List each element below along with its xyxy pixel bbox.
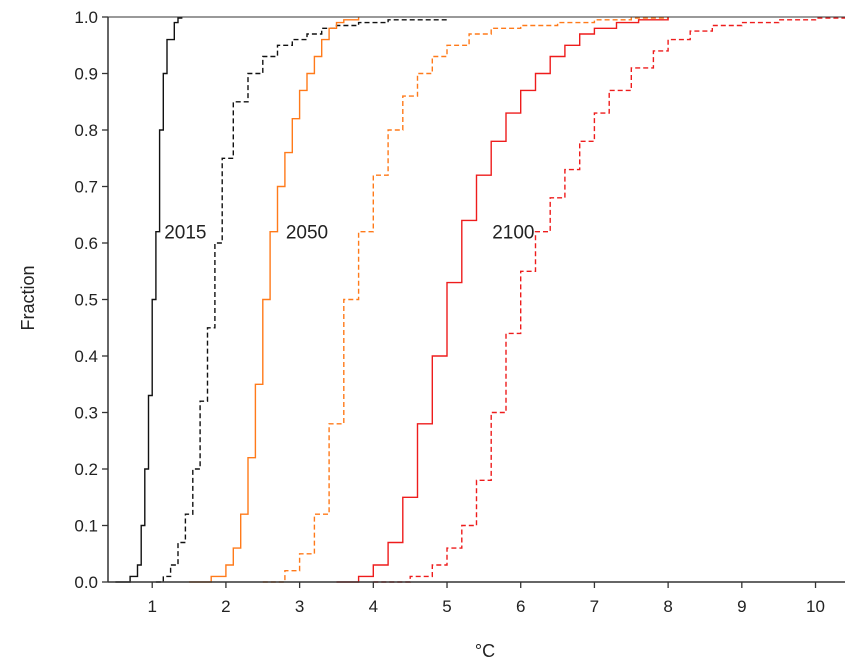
year-annotation-2050: 2050 bbox=[286, 223, 328, 244]
y-axis-title: Fraction bbox=[18, 265, 38, 330]
series-line-2050-dashed bbox=[262, 17, 669, 583]
x-tick-label: 9 bbox=[737, 597, 746, 616]
y-tick-label: 0.1 bbox=[74, 517, 98, 536]
series-line-2100-dashed bbox=[373, 17, 845, 583]
axes-layer bbox=[102, 16, 845, 588]
series-line-2015-solid bbox=[115, 17, 183, 583]
y-tick-label: 0.8 bbox=[74, 121, 98, 140]
series-line-2050-solid bbox=[189, 17, 360, 583]
y-tick-label: 0.0 bbox=[74, 573, 98, 592]
x-tick-label: 8 bbox=[663, 597, 672, 616]
x-tick-label: 4 bbox=[369, 597, 378, 616]
series-line-2100-solid bbox=[336, 17, 669, 583]
y-tick-label: 0.6 bbox=[74, 234, 98, 253]
y-tick-label: 0.3 bbox=[74, 404, 98, 423]
labels-layer: 0.0 0.1 0.2 0.3 0.4 0.5 0.6 0.7 0.8 0.9 1.0 1 2 3 4 5 6 7… bbox=[74, 8, 825, 616]
y-tick-label: 0.4 bbox=[74, 347, 98, 366]
series-layer bbox=[115, 17, 845, 583]
x-tick-label: 5 bbox=[442, 597, 451, 616]
y-tick-label: 1.0 bbox=[74, 8, 98, 27]
x-axis-title: °C bbox=[475, 641, 495, 661]
y-tick-label: 0.2 bbox=[74, 460, 98, 479]
x-tick-label: 6 bbox=[516, 597, 525, 616]
y-tick-label: 0.7 bbox=[74, 178, 98, 197]
series-line-2015-dashed bbox=[155, 17, 448, 583]
x-tick-label: 10 bbox=[806, 597, 825, 616]
x-tick-label: 1 bbox=[147, 597, 156, 616]
x-tick-label: 2 bbox=[221, 597, 230, 616]
y-tick-label: 0.5 bbox=[74, 291, 98, 310]
year-annotation-2015: 2015 bbox=[164, 223, 206, 244]
y-tick-label: 0.9 bbox=[74, 65, 98, 84]
year-annotation-2100: 2100 bbox=[492, 223, 534, 244]
x-tick-label: 3 bbox=[295, 597, 304, 616]
x-tick-label: 7 bbox=[590, 597, 599, 616]
